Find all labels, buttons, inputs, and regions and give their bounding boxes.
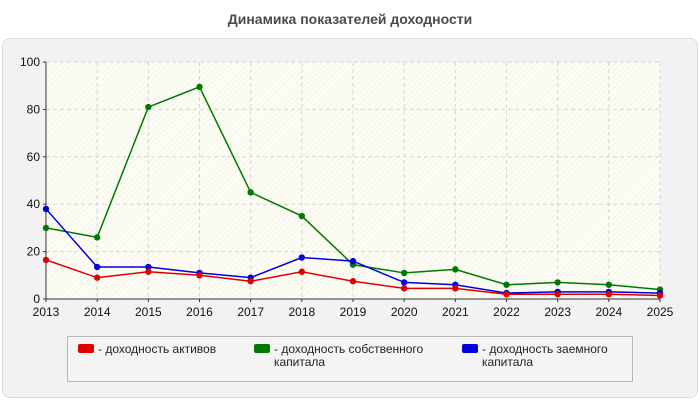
- data-point-0: [452, 285, 459, 292]
- data-point-1: [452, 266, 459, 273]
- data-point-1: [196, 83, 203, 91]
- data-point-0: [349, 278, 357, 285]
- x-tick-label: 2018: [288, 305, 315, 319]
- legend-label-equity: - доходность собственного капитала: [274, 342, 424, 369]
- chart-title: Динамика показателей доходности: [227, 11, 473, 27]
- x-tick-label: 2014: [84, 305, 111, 319]
- data-point-1: [400, 269, 408, 277]
- data-point-2: [145, 263, 152, 271]
- y-tick-label: 80: [27, 102, 41, 116]
- data-point-1: [605, 281, 613, 288]
- y-tick-label: 100: [20, 55, 40, 69]
- x-tick-label: 2015: [135, 305, 162, 319]
- data-point-0: [42, 256, 50, 264]
- data-point-0: [247, 278, 254, 285]
- x-tick-label: 2016: [186, 305, 213, 319]
- data-point-1: [298, 212, 306, 220]
- x-tick-label: 2020: [391, 305, 418, 319]
- data-point-0: [503, 291, 510, 298]
- data-point-0: [656, 292, 664, 299]
- data-point-1: [503, 281, 510, 288]
- x-tick-label: 2025: [647, 305, 674, 319]
- data-point-2: [400, 279, 408, 286]
- data-point-2: [93, 263, 101, 271]
- data-point-2: [298, 254, 306, 261]
- data-point-0: [554, 291, 561, 298]
- y-tick-label: 20: [27, 245, 41, 259]
- y-tick-label: 60: [27, 150, 41, 164]
- data-point-0: [605, 291, 613, 298]
- y-tick-label: 0: [33, 292, 40, 306]
- legend-label-debt: - доходность заемного капитала: [482, 342, 608, 369]
- data-point-1: [247, 189, 254, 196]
- data-point-2: [42, 205, 50, 213]
- legend-swatch-debt: [462, 344, 478, 353]
- legend: - доходность активов - доходность собств…: [67, 336, 633, 382]
- x-tick-label: 2013: [33, 305, 60, 319]
- x-tick-label: 2017: [237, 305, 264, 319]
- data-point-0: [93, 274, 101, 281]
- data-point-0: [400, 285, 408, 292]
- legend-label-assets: - доходность активов: [98, 342, 217, 356]
- x-tick-label: 2019: [340, 305, 367, 319]
- legend-swatch-equity: [254, 344, 270, 353]
- x-tick-label: 2024: [595, 305, 622, 319]
- y-tick-label: 40: [27, 197, 41, 211]
- data-point-1: [93, 234, 101, 241]
- x-tick-label: 2021: [442, 305, 469, 319]
- x-tick-label: 2022: [493, 305, 520, 319]
- data-point-1: [42, 224, 50, 232]
- data-point-1: [145, 103, 152, 111]
- x-tick-label: 2023: [544, 305, 571, 319]
- data-point-0: [145, 268, 152, 275]
- legend-swatch-assets: [78, 344, 94, 353]
- data-point-0: [196, 272, 203, 279]
- data-point-0: [298, 268, 306, 275]
- data-point-1: [554, 279, 561, 286]
- data-point-2: [349, 257, 357, 265]
